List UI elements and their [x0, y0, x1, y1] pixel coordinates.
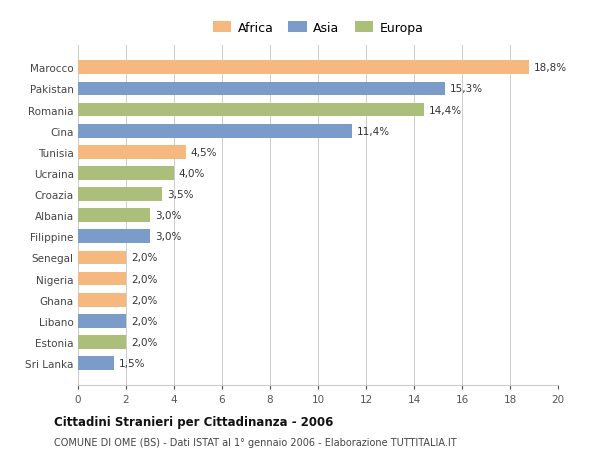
Bar [78, 272, 126, 286]
Bar [78, 188, 162, 202]
Text: 2,0%: 2,0% [131, 274, 157, 284]
Text: 3,5%: 3,5% [167, 190, 193, 200]
Text: 3,0%: 3,0% [155, 211, 181, 221]
Bar [78, 230, 150, 244]
Bar [78, 336, 126, 349]
Bar [78, 167, 174, 180]
Text: 1,5%: 1,5% [119, 358, 145, 368]
Text: 2,0%: 2,0% [131, 337, 157, 347]
Text: 18,8%: 18,8% [534, 63, 567, 73]
Text: 3,0%: 3,0% [155, 232, 181, 242]
Bar [78, 314, 126, 328]
Text: 15,3%: 15,3% [450, 84, 483, 94]
Bar [78, 357, 114, 370]
Text: 14,4%: 14,4% [428, 106, 461, 115]
Text: Cittadini Stranieri per Cittadinanza - 2006: Cittadini Stranieri per Cittadinanza - 2… [54, 415, 334, 428]
Bar [78, 83, 445, 96]
Bar [78, 209, 150, 223]
Bar [78, 146, 186, 159]
Text: 2,0%: 2,0% [131, 295, 157, 305]
Text: 11,4%: 11,4% [356, 126, 389, 136]
Text: 4,0%: 4,0% [179, 168, 205, 179]
Text: COMUNE DI OME (BS) - Dati ISTAT al 1° gennaio 2006 - Elaborazione TUTTITALIA.IT: COMUNE DI OME (BS) - Dati ISTAT al 1° ge… [54, 437, 457, 447]
Text: 4,5%: 4,5% [191, 147, 217, 157]
Bar [78, 124, 352, 138]
Bar [78, 103, 424, 117]
Text: 2,0%: 2,0% [131, 253, 157, 263]
Text: 2,0%: 2,0% [131, 316, 157, 326]
Bar [78, 62, 529, 75]
Bar [78, 251, 126, 265]
Bar [78, 293, 126, 307]
Legend: Africa, Asia, Europa: Africa, Asia, Europa [209, 18, 427, 39]
